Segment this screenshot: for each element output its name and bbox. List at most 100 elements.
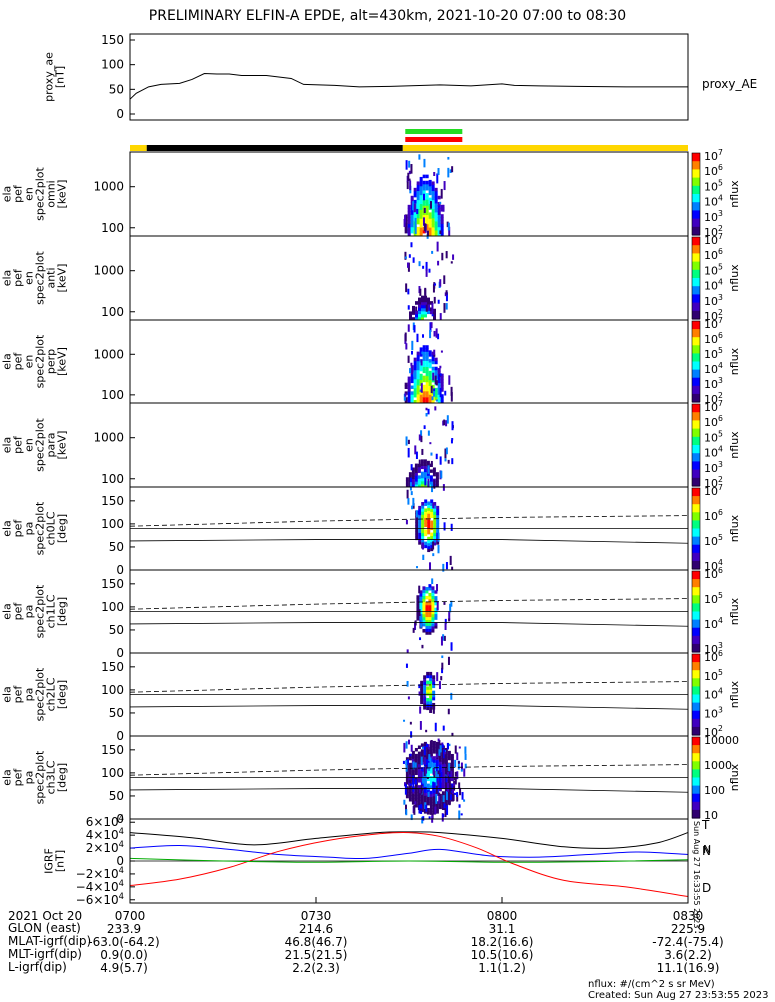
- heat-cell: [425, 208, 429, 212]
- heat-cell: [420, 686, 424, 690]
- heat-cell: [423, 798, 427, 802]
- colorbar-cell: [692, 243, 700, 246]
- heat-cell: [422, 366, 426, 371]
- ylabel-para-2: en: [23, 438, 36, 452]
- speckle: [450, 642, 453, 651]
- heat-cell: [423, 783, 427, 787]
- colorbar-cell: [692, 377, 700, 381]
- heat-cell: [423, 756, 427, 761]
- speckle: [408, 170, 411, 175]
- heat-cell: [425, 183, 429, 188]
- heat-cell: [433, 317, 436, 321]
- speckle: [420, 756, 423, 766]
- heat-cell: [422, 387, 426, 392]
- colorbar-cell: [692, 159, 700, 162]
- heat-cell: [431, 184, 435, 188]
- heat-cell: [408, 798, 412, 802]
- heat-cell: [429, 781, 433, 786]
- heat-cell: [410, 379, 414, 384]
- heat-cell: [441, 791, 445, 795]
- speckle: [441, 813, 444, 822]
- heat-cell: [413, 372, 417, 377]
- colorbar-cell: [692, 524, 700, 528]
- speckle: [449, 774, 452, 778]
- ylabel-perp-4: perp: [45, 349, 58, 374]
- heat-cell: [423, 699, 427, 704]
- heat-cell: [422, 363, 426, 368]
- heat-cell: [423, 681, 427, 686]
- colorbar-cell: [692, 383, 700, 387]
- speckle: [443, 601, 446, 605]
- heat-cell: [419, 179, 423, 184]
- heat-cell: [404, 397, 408, 401]
- speckle: [430, 460, 433, 465]
- heat-cell: [435, 747, 439, 752]
- speckle: [411, 505, 414, 510]
- heat-cell: [422, 189, 426, 194]
- colorbar-cell: [692, 625, 700, 629]
- colorbar-cell: [692, 599, 700, 602]
- heat-cell: [417, 481, 421, 485]
- colorbar-cell: [692, 520, 700, 524]
- colorbar-cell: [692, 331, 700, 334]
- heat-cell: [407, 376, 411, 381]
- heat-cell: [413, 387, 417, 392]
- speckle: [437, 168, 440, 176]
- speckle: [436, 173, 439, 184]
- heat-cell: [428, 587, 432, 591]
- colorbar-cell: [692, 775, 700, 779]
- heat-cell: [427, 300, 430, 305]
- colorbar-cell: [692, 492, 700, 495]
- colorbar-cell: [692, 526, 700, 530]
- heat-cell: [423, 678, 427, 682]
- heat-cell: [428, 350, 432, 354]
- ylabel-ch1LC-2: pa: [23, 605, 36, 619]
- heat-cell: [414, 753, 418, 758]
- colorbar-cell: [692, 571, 700, 574]
- colorbar-cell: [692, 341, 700, 344]
- colorbar-cell: [692, 514, 700, 517]
- heat-cell: [414, 759, 418, 764]
- heat-cell: [436, 520, 440, 525]
- heat-cell: [409, 314, 412, 318]
- speckle: [431, 483, 434, 493]
- colorbar-tick: 10000: [704, 734, 739, 747]
- colorbar-cell: [692, 694, 700, 698]
- heat-cell: [434, 205, 438, 210]
- heat-cell: [414, 792, 418, 796]
- colorbar-cell: [692, 747, 700, 750]
- heat-cell: [428, 604, 432, 609]
- ylabel-anti-3: spec2plot: [34, 251, 47, 305]
- colorbar-cell: [692, 329, 700, 332]
- ylabel-ch1LC-1: pef: [12, 602, 25, 621]
- ylabel-ch2LC-1: pef: [12, 685, 25, 704]
- speckle: [420, 750, 423, 757]
- colorbar-cell: [692, 280, 700, 283]
- colorbar-tick: 107: [704, 232, 723, 247]
- ylabel-ch3LC-3: spec2plot: [34, 750, 47, 804]
- colorbar-cell: [692, 187, 700, 191]
- colorbar-cell: [692, 688, 700, 692]
- heat-cell: [441, 763, 445, 768]
- speckle: [447, 222, 450, 231]
- heat-cell: [419, 616, 423, 620]
- heat-cell: [416, 187, 420, 192]
- heat-cell: [433, 523, 437, 528]
- speckle: [444, 623, 447, 631]
- speckle: [429, 329, 432, 339]
- colorbar-cell: [692, 548, 700, 552]
- ylabel-ch1LC-0: ela: [1, 603, 14, 620]
- heat-cell: [416, 610, 420, 615]
- heat-cell: [423, 706, 427, 710]
- speckle: [450, 439, 453, 444]
- speckle: [433, 171, 436, 176]
- speckle: [463, 768, 466, 777]
- colorbar-cell: [692, 739, 700, 742]
- speckle: [458, 782, 461, 789]
- heat-cell: [410, 220, 414, 225]
- colorbar-cell: [692, 647, 700, 651]
- heat-cell: [413, 187, 417, 192]
- heat-cell: [431, 354, 435, 359]
- speckle: [408, 739, 411, 745]
- speckle: [419, 706, 422, 714]
